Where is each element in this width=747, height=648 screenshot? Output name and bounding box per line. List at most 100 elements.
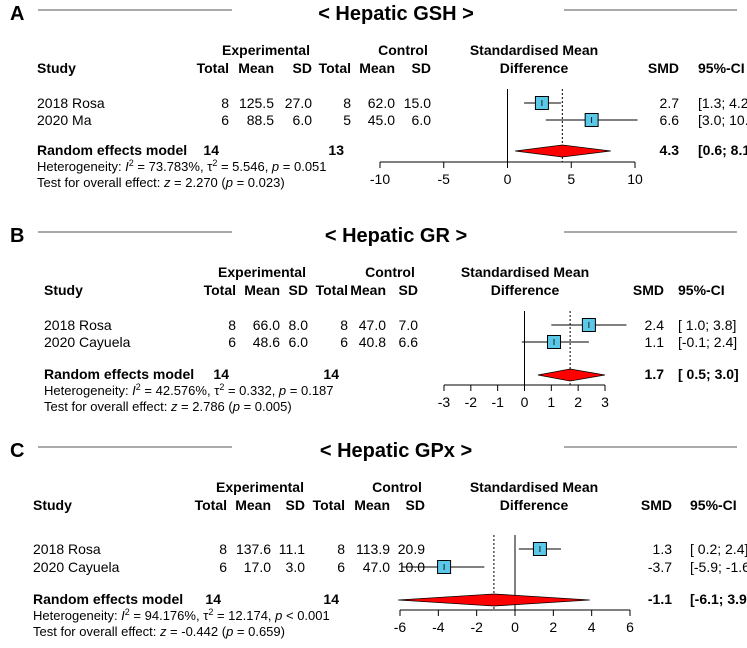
exp-sd: 6.0 [293, 112, 313, 128]
header-control: Control [372, 479, 422, 495]
model-exp-total: 14 [213, 366, 229, 382]
model-ci: [0.6; 8.1] [698, 142, 747, 158]
header-mean-exp: Mean [244, 282, 280, 298]
heterogeneity-text-part: = 12.174, [213, 608, 275, 623]
model-ctl-total: 13 [328, 142, 344, 158]
header-total-exp: Total [195, 497, 227, 513]
heterogeneity-text-part: Heterogeneity: [44, 383, 132, 398]
heterogeneity-text-part: p [278, 383, 286, 398]
header-sd-exp: SD [289, 282, 308, 298]
heterogeneity-text-part: < 0.001 [282, 608, 329, 623]
header-experimental: Experimental [216, 479, 304, 495]
overall-effect-text-part: z [170, 399, 178, 414]
x-axis-tick-label: -2 [465, 394, 478, 410]
header-sd-ctl: SD [399, 282, 418, 298]
x-axis-tick-label: -6 [394, 619, 407, 635]
x-axis-tick-label: -3 [438, 394, 451, 410]
model-label: Random effects model [33, 591, 183, 607]
model-ctl-total: 14 [323, 366, 339, 382]
panel-title: < Hepatic GR > [325, 225, 467, 247]
exp-mean: 88.5 [247, 112, 274, 128]
header-mean-ctl: Mean [354, 497, 390, 513]
overall-effect-text-part: Test for overall effect: [33, 624, 160, 639]
heterogeneity-text-part: I [125, 159, 129, 174]
x-axis-tick-label: 1 [547, 394, 555, 410]
header-total-exp: Total [197, 60, 229, 76]
overall-effect-text-part: = 0.023) [233, 175, 285, 190]
forest-panel-c: C < Hepatic GPx > Experimental Control Stand… [10, 440, 747, 639]
study-smd: 2.7 [660, 95, 680, 111]
panel-title: < Hepatic GSH > [318, 3, 474, 25]
model-label: Random effects model [37, 142, 187, 158]
header-total-ctl: Total [319, 60, 351, 76]
overall-effect-text-part: = 2.786 ( [177, 399, 233, 414]
study-name: 2020 Ma [37, 112, 92, 128]
study-smd: 6.6 [660, 112, 680, 128]
heterogeneity-text-part: τ [203, 608, 209, 623]
header-smd-line1: Standardised Mean [461, 264, 589, 280]
model-diamond [537, 368, 606, 382]
header-control: Control [378, 42, 428, 58]
header-total-exp: Total [204, 282, 236, 298]
header-ci: 95%-CI [698, 60, 745, 76]
ctl-total: 8 [337, 541, 345, 557]
ctl-sd: 6.0 [412, 112, 432, 128]
overall-effect-text-part: = 0.659) [233, 624, 285, 639]
ctl-mean: 45.0 [368, 112, 395, 128]
header-mean-exp: Mean [235, 497, 271, 513]
x-axis-tick-label: 6 [626, 619, 634, 635]
study-ci: [-0.1; 2.4] [678, 334, 737, 350]
heterogeneity-text-part: = 0.332, [224, 383, 279, 398]
header-experimental: Experimental [218, 264, 306, 280]
study-smd: 1.1 [645, 334, 665, 350]
overall-effect-text-part: = -0.442 ( [166, 624, 226, 639]
x-axis-tick-label: -5 [438, 171, 451, 187]
ctl-mean: 113.9 [356, 541, 390, 557]
overall-effect-text: Test for overall effect: z = 2.270 (p = … [37, 175, 285, 190]
ctl-total: 8 [340, 317, 348, 333]
header-total-ctl: Total [316, 282, 348, 298]
header-experimental: Experimental [222, 42, 310, 58]
header-smd-line2: Difference [491, 282, 560, 298]
header-smd-line1: Standardised Mean [470, 42, 598, 58]
study-ci: [ 0.2; 2.4] [690, 541, 747, 557]
exp-total: 6 [221, 112, 229, 128]
header-smd: SMD [641, 497, 672, 513]
header-smd: SMD [633, 282, 664, 298]
ctl-total: 5 [343, 112, 351, 128]
overall-effect-text-part: p [225, 624, 233, 639]
heterogeneity-text: Heterogeneity: I2 = 94.176%, τ2 = 12.174… [33, 607, 330, 623]
exp-sd: 27.0 [285, 95, 312, 111]
x-axis-tick-label: -1 [491, 394, 504, 410]
header-mean-ctl: Mean [359, 60, 395, 76]
study-name: 2018 Rosa [44, 317, 112, 333]
model-label: Random effects model [44, 366, 194, 382]
header-smd-line1: Standardised Mean [470, 479, 598, 495]
ctl-sd: 6.6 [399, 334, 419, 350]
header-mean-exp: Mean [238, 60, 274, 76]
exp-mean: 137.6 [236, 541, 271, 557]
header-smd-line2: Difference [500, 60, 569, 76]
study-smd: 2.4 [645, 317, 665, 333]
header-smd: SMD [648, 60, 679, 76]
heterogeneity-text-part: p [274, 608, 282, 623]
header-sd-exp: SD [286, 497, 305, 513]
model-smd: 1.7 [645, 366, 665, 382]
heterogeneity-text: Heterogeneity: I2 = 73.783%, τ2 = 5.546,… [37, 158, 327, 174]
ctl-mean: 47.0 [359, 317, 386, 333]
exp-total: 8 [219, 541, 227, 557]
model-exp-total: 14 [203, 142, 219, 158]
ctl-sd: 7.0 [399, 317, 419, 333]
study-ci: [-5.9; -1.6] [690, 559, 747, 575]
header-ci: 95%-CI [678, 282, 725, 298]
x-axis-tick-label: 4 [588, 619, 596, 635]
overall-effect-text-part: p [225, 175, 233, 190]
heterogeneity-text-part: Heterogeneity: [33, 608, 121, 623]
panel-label: B [10, 225, 24, 247]
exp-mean: 125.5 [239, 95, 274, 111]
heterogeneity-text-part: = 94.176%, [130, 608, 203, 623]
model-ctl-total: 14 [323, 591, 339, 607]
heterogeneity-text-part: p [271, 159, 279, 174]
exp-sd: 11.1 [279, 541, 305, 557]
